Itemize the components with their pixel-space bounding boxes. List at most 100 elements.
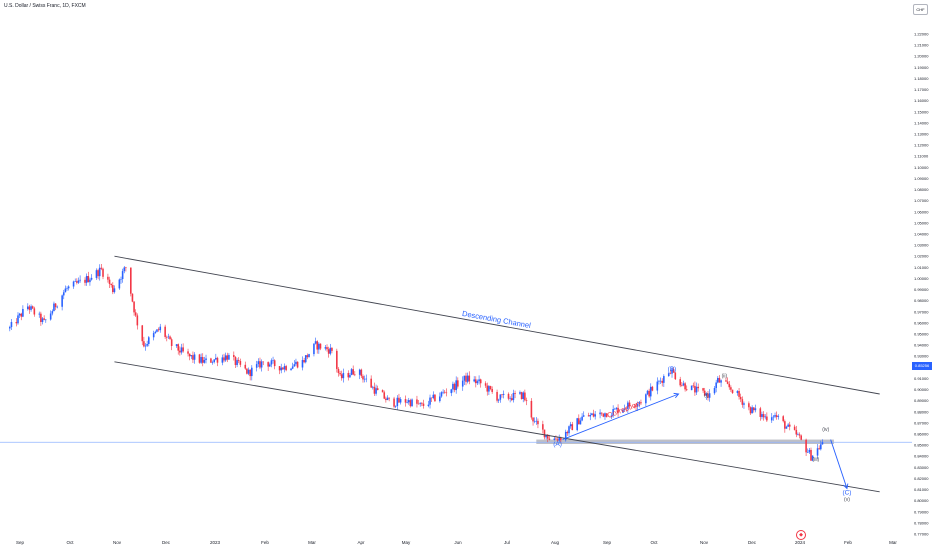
candle-body bbox=[475, 379, 477, 384]
candle-body bbox=[610, 415, 613, 418]
candle-body bbox=[488, 386, 490, 392]
candle-body bbox=[396, 397, 399, 407]
candle-body bbox=[120, 279, 122, 280]
candle-body bbox=[386, 397, 389, 401]
candle-body bbox=[738, 391, 740, 397]
candle-body bbox=[44, 319, 47, 321]
candle-body bbox=[113, 288, 116, 293]
candle-body bbox=[28, 306, 31, 310]
candle-body bbox=[811, 455, 814, 461]
candle-body bbox=[623, 408, 626, 410]
candle-body bbox=[326, 347, 328, 350]
candle-body bbox=[272, 360, 274, 361]
candle-body bbox=[221, 357, 224, 363]
candle-body bbox=[697, 386, 699, 389]
candle-body bbox=[79, 279, 81, 281]
candle-body bbox=[54, 303, 57, 308]
candle-body bbox=[473, 379, 475, 382]
candle-body bbox=[615, 407, 618, 409]
candle-body bbox=[430, 397, 433, 399]
candle-body bbox=[785, 426, 788, 429]
candle-body bbox=[329, 347, 332, 354]
candle-body bbox=[695, 386, 698, 393]
currency-button[interactable]: CHF bbox=[913, 4, 928, 15]
candle-body bbox=[775, 415, 778, 418]
candle-body bbox=[774, 415, 776, 417]
candle-body bbox=[728, 383, 731, 388]
candle-body bbox=[301, 360, 304, 368]
candle-body bbox=[726, 381, 729, 384]
candle-body bbox=[349, 374, 351, 378]
candle-body bbox=[587, 415, 590, 417]
candle-body bbox=[62, 292, 65, 296]
y-tick-label: 0.91000 bbox=[914, 376, 929, 381]
y-tick-label: 0.81000 bbox=[914, 487, 929, 492]
x-tick-label: 2024 bbox=[795, 540, 806, 545]
y-tick-label: 1.12000 bbox=[914, 143, 929, 148]
candle-body bbox=[31, 306, 34, 309]
candle-body bbox=[306, 355, 309, 358]
diamond-alert-icon[interactable]: ◆ bbox=[796, 530, 806, 540]
candle-body bbox=[651, 386, 654, 391]
candle-body bbox=[125, 267, 127, 269]
y-tick-label: 0.95000 bbox=[914, 332, 929, 337]
candle-body bbox=[40, 313, 42, 322]
candle-body bbox=[303, 360, 305, 363]
candle-body bbox=[118, 279, 121, 289]
candle-body bbox=[535, 420, 538, 422]
y-tick-label: 0.99000 bbox=[914, 287, 929, 292]
candle-body bbox=[411, 399, 413, 407]
candle-body bbox=[605, 413, 608, 418]
candle-body bbox=[66, 288, 68, 289]
candle-body bbox=[236, 360, 238, 365]
candle-body bbox=[499, 394, 502, 400]
candle-body bbox=[532, 417, 534, 422]
candle-body bbox=[806, 452, 809, 453]
candle-body bbox=[51, 311, 54, 314]
candle-body bbox=[226, 355, 229, 360]
candle-body bbox=[370, 378, 372, 388]
candle-body bbox=[347, 372, 350, 378]
candle-body bbox=[548, 438, 551, 440]
candle-body bbox=[200, 357, 202, 363]
candle-body bbox=[85, 276, 88, 283]
candle-body bbox=[385, 398, 387, 401]
y-tick-label: 1.19000 bbox=[914, 65, 929, 70]
y-tick-label: 1.21000 bbox=[914, 43, 929, 48]
y-tick-label: 1.07000 bbox=[914, 198, 929, 203]
candle-body bbox=[568, 426, 570, 434]
candle-body bbox=[649, 386, 652, 397]
candle-body bbox=[800, 435, 802, 440]
y-tick-label: 0.86000 bbox=[914, 432, 929, 437]
candle-body bbox=[571, 424, 574, 431]
candle-body bbox=[661, 380, 664, 383]
candle-body bbox=[296, 361, 299, 368]
candle-body bbox=[342, 372, 345, 379]
candle-body bbox=[192, 355, 194, 360]
candle-body bbox=[9, 327, 11, 329]
candle-body bbox=[604, 413, 606, 417]
candle-body bbox=[144, 345, 147, 347]
y-tick-label: 0.88000 bbox=[914, 409, 929, 414]
candle-body bbox=[257, 361, 260, 365]
candle-body bbox=[318, 343, 320, 350]
candle-body bbox=[337, 368, 340, 374]
candle-body bbox=[484, 383, 487, 386]
candle-body bbox=[542, 424, 544, 430]
candle-body bbox=[130, 267, 132, 294]
candle-body bbox=[770, 417, 773, 421]
candle-body bbox=[725, 380, 727, 382]
candle-body bbox=[468, 375, 471, 382]
candle-body bbox=[239, 361, 242, 365]
candle-body bbox=[295, 361, 297, 365]
candle-body bbox=[26, 306, 29, 309]
candle-body bbox=[633, 405, 636, 407]
candle-body bbox=[76, 281, 78, 283]
candle-body bbox=[496, 391, 498, 401]
candle-body bbox=[283, 366, 286, 370]
candle-body bbox=[453, 383, 456, 391]
y-tick-label: 0.78000 bbox=[914, 520, 929, 525]
y-tick-label: 1.10000 bbox=[914, 165, 929, 170]
candle-body bbox=[443, 391, 446, 393]
